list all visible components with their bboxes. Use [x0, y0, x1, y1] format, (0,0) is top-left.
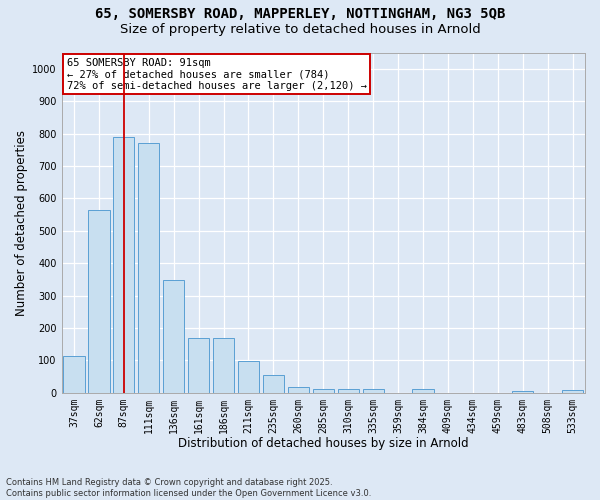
Bar: [64, 356, 85, 392]
Bar: [338, 389, 359, 392]
Bar: [113, 136, 134, 392]
Text: Contains HM Land Registry data © Crown copyright and database right 2025.
Contai: Contains HM Land Registry data © Crown c…: [6, 478, 371, 498]
Bar: [288, 387, 309, 392]
Y-axis label: Number of detached properties: Number of detached properties: [15, 130, 28, 316]
Bar: [163, 280, 184, 392]
Text: 65 SOMERSBY ROAD: 91sqm
← 27% of detached houses are smaller (784)
72% of semi-d: 65 SOMERSBY ROAD: 91sqm ← 27% of detache…: [67, 58, 367, 91]
Bar: [263, 375, 284, 392]
Bar: [412, 390, 434, 392]
Text: 65, SOMERSBY ROAD, MAPPERLEY, NOTTINGHAM, NG3 5QB: 65, SOMERSBY ROAD, MAPPERLEY, NOTTINGHAM…: [95, 8, 505, 22]
Bar: [362, 390, 384, 392]
X-axis label: Distribution of detached houses by size in Arnold: Distribution of detached houses by size …: [178, 437, 469, 450]
Bar: [562, 390, 583, 392]
Bar: [188, 338, 209, 392]
Bar: [238, 361, 259, 392]
Text: Size of property relative to detached houses in Arnold: Size of property relative to detached ho…: [119, 22, 481, 36]
Bar: [138, 143, 160, 392]
Bar: [88, 210, 110, 392]
Bar: [313, 389, 334, 392]
Bar: [213, 338, 234, 392]
Bar: [512, 391, 533, 392]
